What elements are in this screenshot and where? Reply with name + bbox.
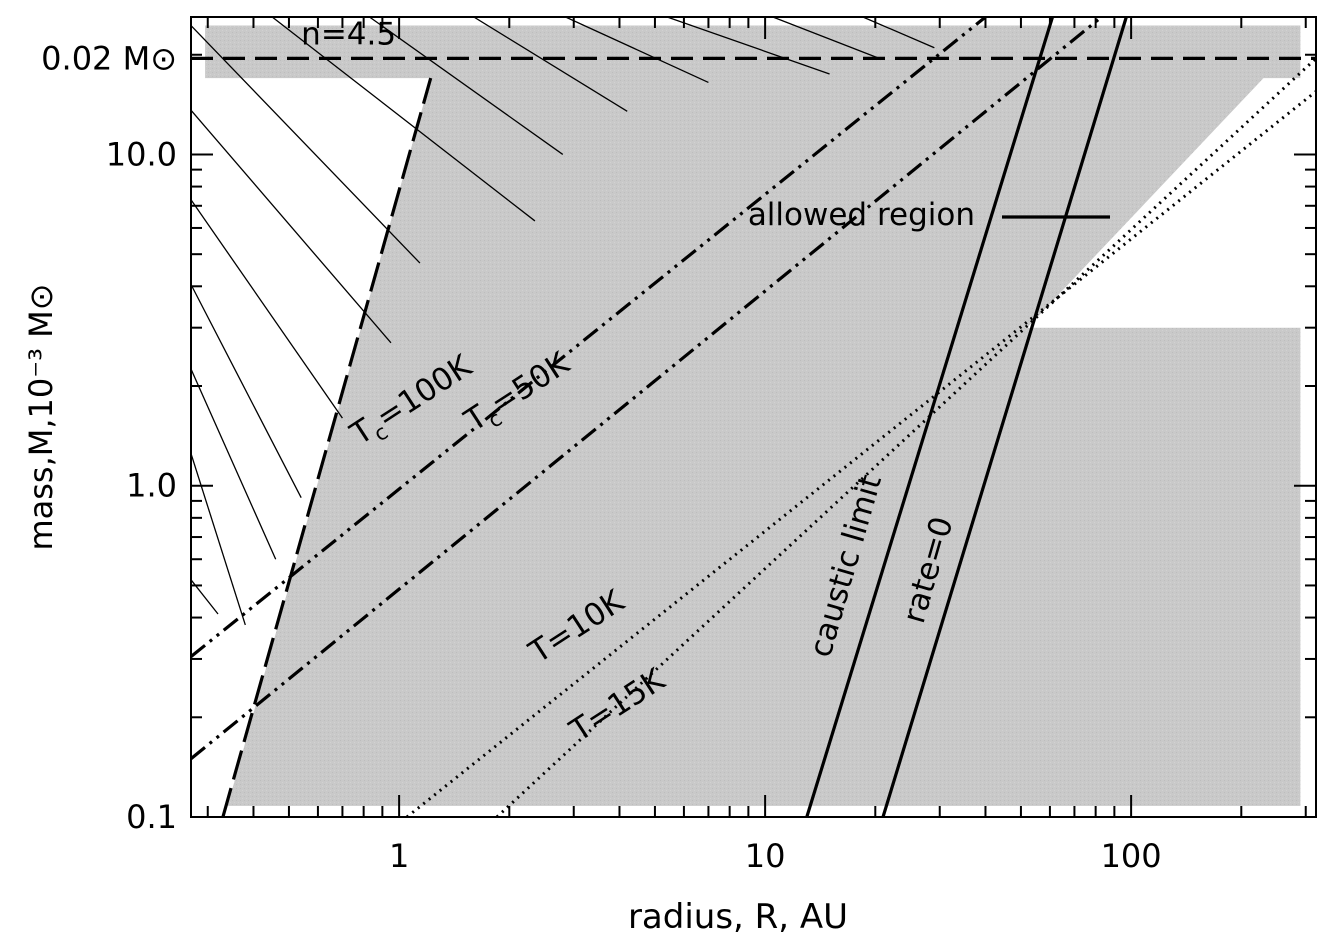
hatch-line-11 (565, 17, 709, 84)
hatch-line-10 (473, 17, 628, 112)
x-ticks: 1 10 100 (206, 17, 1307, 875)
y-axis-label: mass,M,10⁻³ M⊙ (22, 283, 60, 550)
tc-50k-line (191, 17, 1103, 760)
tc-100k-line (191, 17, 987, 658)
y-tick-label: 1.0 (126, 467, 177, 505)
t-10k-line (405, 90, 1316, 817)
hatch-line-6 (191, 453, 246, 626)
hatch-line-12 (666, 17, 830, 75)
x-tick-label: 100 (1101, 837, 1162, 875)
hatch-line-5 (191, 368, 277, 560)
legend: allowed region (748, 197, 1110, 233)
hatch-line-13 (772, 17, 880, 59)
legend-label: allowed region (748, 197, 975, 233)
hatch-layer (191, 17, 935, 626)
rate-0-line (881, 17, 1128, 817)
hatch-line-9 (369, 17, 564, 155)
caustic-limit-line (805, 17, 1055, 817)
series-layer (191, 17, 1316, 817)
y-tick-label: 0.1 (126, 798, 177, 836)
y-ticks: 0.1 1.0 10.0 0.02 M⊙ (41, 39, 1316, 836)
x-axis-label: radius, R, AU (628, 897, 848, 937)
regions-layer (205, 25, 1301, 806)
hatch-line-3 (191, 199, 343, 419)
boundary-line (221, 77, 433, 817)
allowed-region-area (205, 25, 1301, 806)
hatch-line-8 (271, 17, 536, 222)
y-tick-label: 10.0 (106, 135, 177, 173)
hatch-line-2 (191, 109, 392, 344)
hatch-line-4 (191, 284, 302, 499)
y-tick-label: 0.02 M⊙ (41, 39, 177, 77)
x-tick-label: 1 (389, 837, 409, 875)
hatch-line-1 (191, 25, 421, 264)
x-tick-label: 10 (745, 837, 786, 875)
plot-frame (190, 16, 1317, 818)
